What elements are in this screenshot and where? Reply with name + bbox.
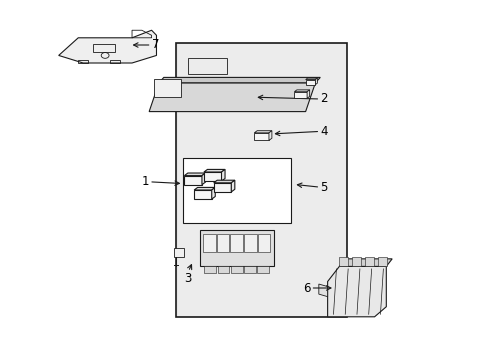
Polygon shape — [194, 190, 211, 199]
Bar — [244, 266, 255, 273]
Text: 6: 6 — [303, 282, 310, 294]
Bar — [176, 43, 346, 317]
Bar — [154, 79, 181, 97]
Bar — [230, 234, 243, 252]
Polygon shape — [203, 170, 224, 172]
Text: 3: 3 — [184, 272, 192, 285]
Polygon shape — [306, 90, 309, 98]
Polygon shape — [268, 131, 271, 140]
Polygon shape — [254, 133, 268, 140]
Polygon shape — [318, 284, 327, 297]
Bar — [365, 257, 373, 266]
Bar — [217, 266, 229, 273]
Text: 1: 1 — [142, 175, 149, 188]
Bar — [183, 158, 290, 223]
Bar — [78, 60, 88, 63]
Polygon shape — [305, 80, 315, 85]
Bar — [200, 230, 273, 266]
Bar — [173, 248, 184, 257]
Polygon shape — [315, 78, 317, 85]
Bar — [257, 234, 270, 252]
Polygon shape — [305, 78, 317, 80]
Polygon shape — [159, 77, 320, 83]
Polygon shape — [59, 30, 156, 63]
Text: 2: 2 — [320, 93, 327, 105]
Polygon shape — [149, 83, 315, 112]
Bar — [230, 266, 242, 273]
Polygon shape — [254, 131, 271, 133]
Bar — [339, 257, 347, 266]
Bar — [177, 44, 345, 316]
Polygon shape — [327, 266, 386, 317]
Text: 5: 5 — [320, 181, 327, 194]
Text: 4: 4 — [320, 125, 327, 138]
Bar — [203, 234, 215, 252]
Polygon shape — [194, 188, 215, 190]
Polygon shape — [294, 90, 309, 92]
Bar — [257, 266, 268, 273]
Polygon shape — [221, 170, 224, 181]
Polygon shape — [184, 173, 205, 176]
Polygon shape — [184, 176, 202, 185]
Polygon shape — [294, 92, 306, 98]
Bar — [351, 257, 360, 266]
Polygon shape — [339, 259, 391, 266]
Bar — [188, 58, 227, 74]
Bar — [216, 234, 229, 252]
Polygon shape — [202, 173, 205, 185]
Bar — [110, 60, 120, 63]
Text: 7: 7 — [151, 39, 159, 51]
Polygon shape — [203, 172, 221, 181]
Bar — [244, 234, 256, 252]
Polygon shape — [213, 183, 231, 192]
Polygon shape — [231, 180, 234, 192]
Bar — [377, 257, 386, 266]
Bar — [204, 266, 216, 273]
Polygon shape — [211, 188, 215, 199]
Polygon shape — [213, 180, 234, 183]
